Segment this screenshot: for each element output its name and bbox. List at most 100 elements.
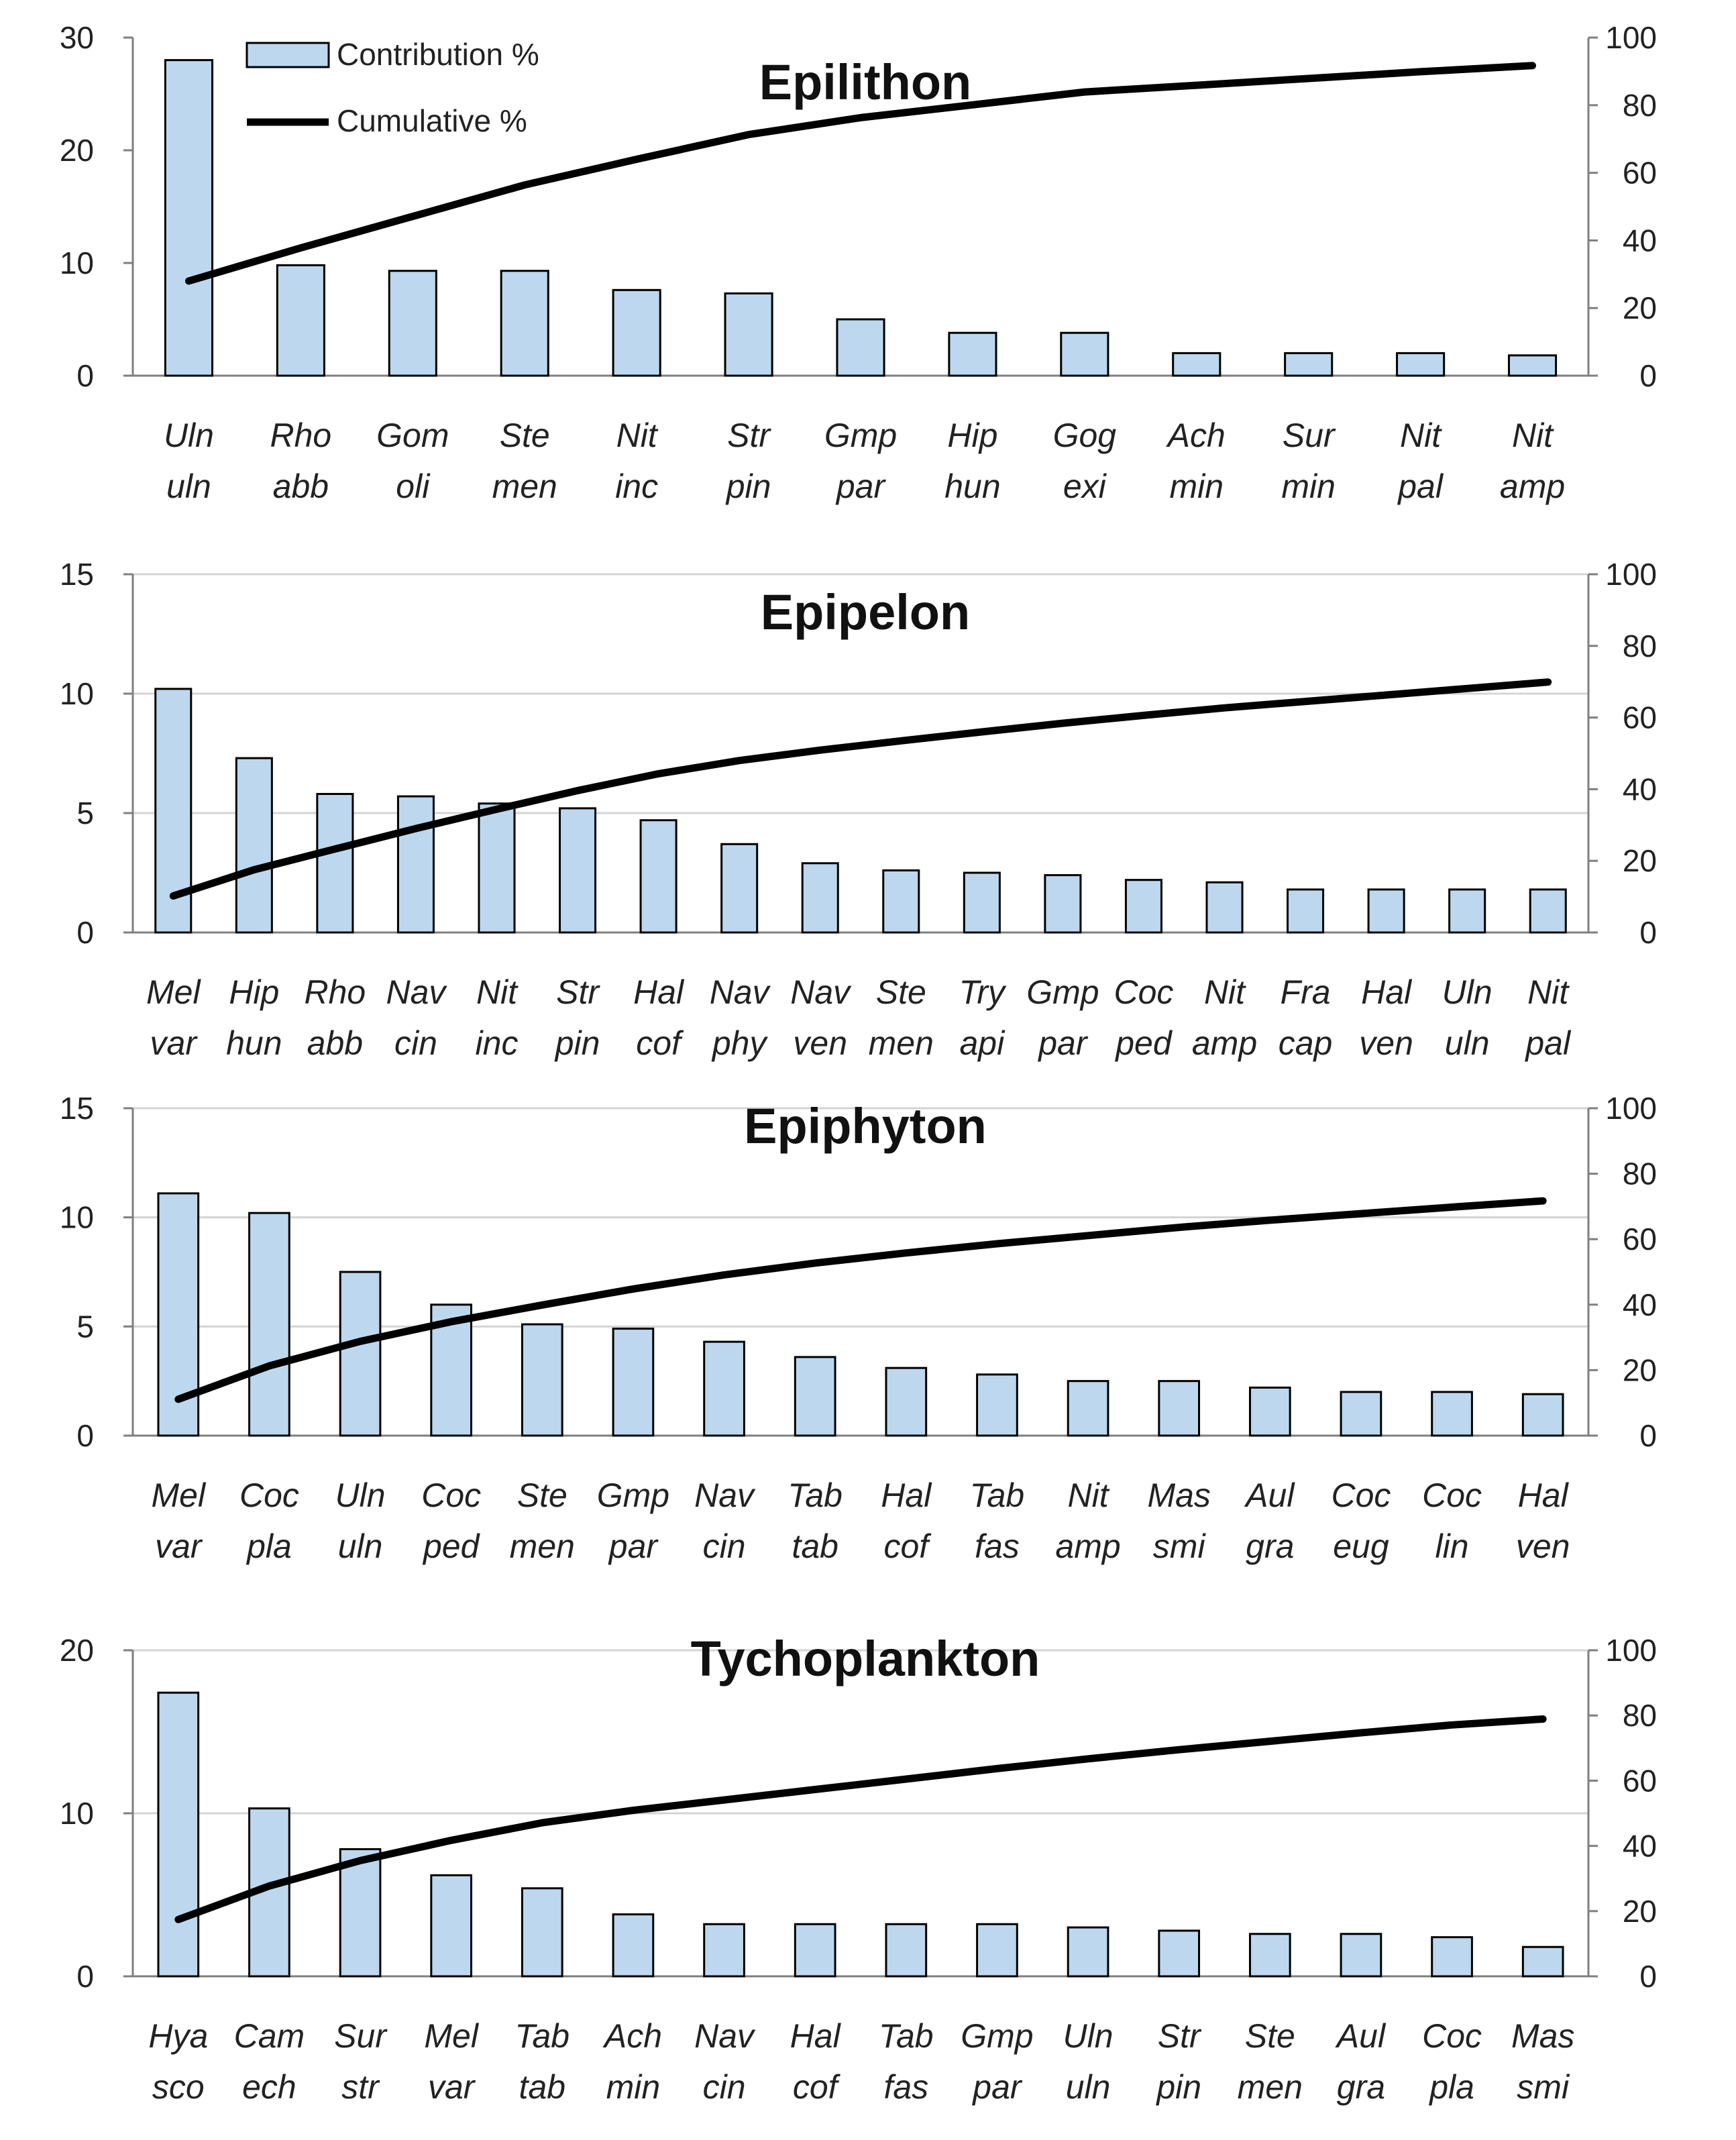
x-tick-label: Sur min [1281,417,1336,505]
bar [1507,354,1558,377]
cumulative-line [174,1197,1547,1403]
y-tick-label: 15 [60,1091,94,1126]
legend-line-label: Cumulative % [337,103,527,138]
bar [1205,881,1244,934]
x-tick-label: Tab fas [879,2017,934,2106]
x-tick-label: Nit pal [1397,417,1444,505]
x-tick-label: Gom oli [376,417,449,505]
y-tick-label: 20 [60,133,94,168]
x-tick-label: Sur str [334,2017,388,2106]
x-tick-label: Gmp par [1026,973,1099,1062]
bar [430,1874,473,1978]
bar [1431,1936,1473,1978]
y-tick-label: 10 [60,1796,94,1831]
x-tick-label: Uln uln [1442,973,1493,1062]
chart-title: Epilithon [759,54,972,110]
y2-tick-label: 100 [1605,1633,1657,1668]
x-tick-label: Str pin [1155,2017,1202,2106]
x-tick-label: Tab tab [515,2017,570,2106]
x-tick-label: Tab tab [788,1477,843,1565]
y2-tick-label: 60 [1623,156,1657,191]
bar [1367,888,1405,934]
bar [1396,352,1446,377]
bar [801,862,839,934]
legend-bar-swatch [246,42,330,68]
x-tick-label: Nav phy [710,973,771,1062]
x-tick-label: Uln uln [335,1477,386,1565]
bar [612,1328,655,1437]
x-tick-label: Nit amp [1192,973,1257,1062]
x-tick-label: Mas smi [1511,2017,1574,2106]
x-tick-label: Aul gra [1335,2017,1387,2106]
x-tick-label: Nit amp [1055,1477,1120,1565]
bar [794,1356,836,1437]
y2-tick-label: 60 [1623,1222,1657,1256]
bar [882,869,920,934]
y2-tick-label: 0 [1639,1418,1657,1453]
bar [1521,1393,1564,1437]
y-tick-label: 10 [60,676,94,711]
x-tick-label: Ste men [492,417,557,505]
bar [478,802,516,934]
x-tick-label: Ach min [602,2017,662,2106]
x-tick-label: Coc pla [1422,2017,1482,2106]
x-tick-label: Try api [959,973,1007,1062]
x-tick-label: Uln uln [1063,2017,1114,2106]
y-tick-label: 10 [60,1200,94,1235]
legend-bar-label: Contribution % [337,37,539,72]
y2-tick-label: 60 [1623,700,1657,735]
bar [1287,888,1325,934]
x-tick-label: Hal cof [633,973,685,1062]
x-tick-label: Coc lin [1422,1477,1482,1565]
bar [164,59,214,377]
bar [1340,1933,1382,1978]
x-tick-label: Cam ech [234,2017,305,2106]
y2-tick-label: 40 [1623,223,1657,258]
y2-tick-label: 80 [1623,629,1657,663]
x-tick-label: Nit inc [476,973,519,1062]
bar [276,264,325,377]
bar [612,288,661,377]
x-tick-label: Hal ven [1359,973,1413,1062]
bar [836,318,885,377]
legend: Contribution % Cumulative % [246,37,539,138]
bar [248,1212,290,1437]
x-tick-label: Nav cin [386,973,447,1062]
chart-panel-epilithon: 0 10 20 30 0 20 40 60 80 100 Uln uln Rho abb Gom oli Ste… [60,20,1657,505]
bar [885,1923,928,1978]
x-tick-label: Mas smi [1147,1477,1210,1565]
y-tick-label: 5 [76,796,94,831]
bar [639,819,677,934]
bar [521,1887,563,1978]
y2-tick-label: 20 [1623,1352,1657,1387]
bar [794,1923,836,1978]
x-tick-label: Gmp par [597,1477,669,1565]
x-tick-label: Str pin [554,973,601,1062]
bar [976,1373,1018,1437]
bar [885,1367,928,1437]
y2-tick-label: 0 [1639,1959,1657,1994]
y-tick-label: 15 [60,557,94,592]
y2-tick-label: 20 [1623,290,1657,325]
y2-tick-label: 100 [1605,20,1657,55]
y-tick-label: 10 [60,246,94,280]
chart-title: Tychoplankton [691,1631,1040,1687]
bar [339,1271,382,1437]
y2-tick-label: 80 [1623,1157,1657,1191]
cumulative-line [174,1715,1547,1923]
x-tick-label: Aul gra [1244,1477,1295,1565]
bar [976,1923,1018,1978]
y2-tick-label: 80 [1623,1698,1657,1733]
y2-tick-label: 0 [1639,915,1657,950]
x-tick-label: Uln uln [164,417,214,505]
y2-tick-label: 100 [1605,557,1657,592]
bar [703,1340,745,1437]
x-tick-label: Hip hun [226,973,282,1062]
y2-tick-label: 40 [1623,1829,1657,1864]
x-tick-label: Tab fas [970,1477,1025,1565]
x-tick-label: Hal ven [1516,1477,1570,1565]
bar [1124,879,1162,934]
y-tick-label: 0 [76,1418,94,1453]
x-tick-label: Nav ven [790,973,852,1062]
bar [724,292,773,377]
